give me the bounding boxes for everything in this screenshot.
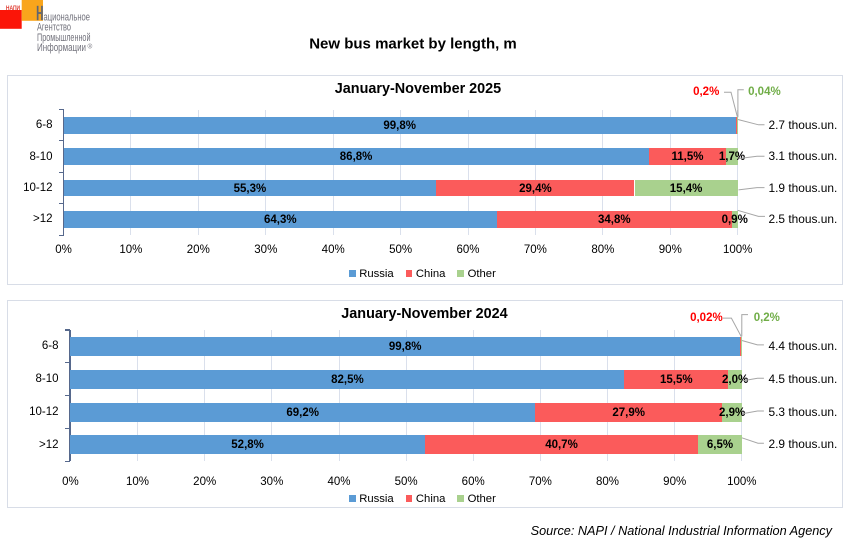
svg-text:Промышленной: Промышленной <box>37 32 91 44</box>
svg-text:ациональное: ациональное <box>44 11 91 23</box>
svg-text:НАПИ: НАПИ <box>6 5 21 12</box>
svg-text:Информации: Информации <box>37 42 86 54</box>
svg-text:®: ® <box>88 43 93 51</box>
svg-text:Агентство: Агентство <box>37 22 71 34</box>
